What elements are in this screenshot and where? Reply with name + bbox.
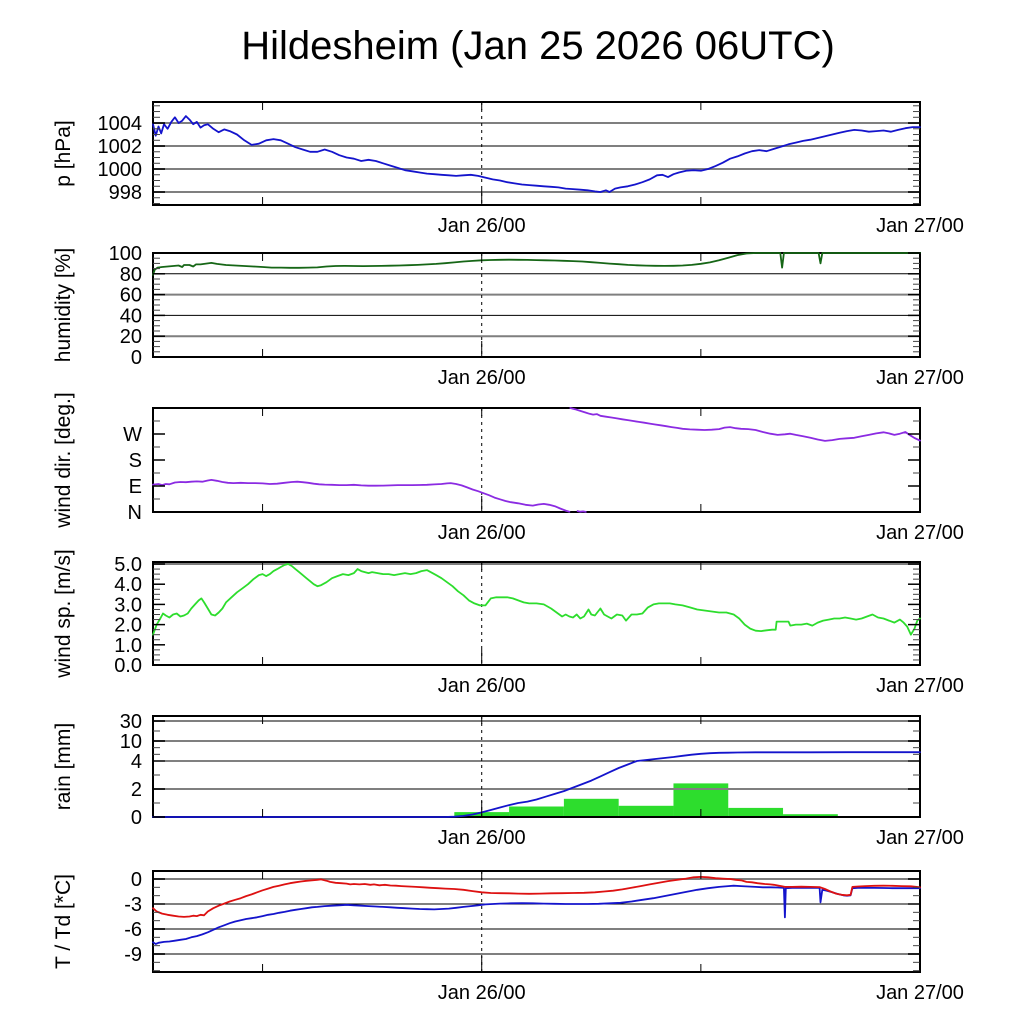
temperature-T-line bbox=[152, 876, 921, 918]
y-axis-title: T / Td [*C] bbox=[52, 874, 75, 969]
y-tick-label: 0 bbox=[131, 807, 142, 829]
y-tick-label: 5.0 bbox=[114, 554, 142, 576]
y-tick-label: 0 bbox=[131, 869, 142, 891]
y-axis-title: humidity [%] bbox=[52, 248, 75, 362]
y-tick-label: 3.0 bbox=[114, 594, 142, 616]
x-tick-label: Jan 27/00 bbox=[876, 675, 964, 697]
y-tick-label: 60 bbox=[120, 285, 142, 307]
y-axis-title: wind dir. [deg.] bbox=[52, 392, 75, 528]
y-tick-label: 80 bbox=[120, 264, 142, 286]
x-tick-label: Jan 27/00 bbox=[876, 827, 964, 849]
humidity-line bbox=[152, 252, 921, 276]
y-tick-label: W bbox=[123, 424, 142, 446]
y-tick-label: 10 bbox=[120, 731, 142, 753]
wind-dir-west-segment-line bbox=[569, 407, 921, 442]
panel-border bbox=[152, 252, 921, 358]
x-tick-label: Jan 26/00 bbox=[438, 522, 526, 544]
x-tick-label: Jan 26/00 bbox=[438, 675, 526, 697]
y-tick-label: -6 bbox=[124, 919, 142, 941]
y-tick-label: S bbox=[129, 450, 142, 472]
x-tick-label: Jan 27/00 bbox=[876, 215, 964, 237]
x-tick-label: Jan 26/00 bbox=[438, 982, 526, 1004]
y-tick-label: -9 bbox=[124, 944, 142, 966]
panel-temperature_dewpoint: 0 -3 -6 -9 Jan 26/00 Jan 27/00 T / Td [*C] bbox=[52, 869, 964, 1004]
x-tick-label: Jan 27/00 bbox=[876, 522, 964, 544]
y-tick-label: 30 bbox=[120, 711, 142, 733]
y-tick-label: 998 bbox=[109, 182, 142, 204]
panel-border bbox=[152, 715, 921, 818]
panel-wind_speed: 0.01.02.03.04.05.0 Jan 26/00 Jan 27/00 wind… bbox=[52, 549, 964, 697]
wind-dir-east-segment-line bbox=[152, 478, 571, 513]
y-tick-label: 4 bbox=[131, 751, 142, 773]
x-tick-label: Jan 27/00 bbox=[876, 367, 964, 389]
x-tick-label: Jan 27/00 bbox=[876, 982, 964, 1004]
y-axis-title: wind sp. [m/s] bbox=[52, 549, 75, 678]
y-axis-title: rain [mm] bbox=[52, 723, 75, 811]
dewpoint-Td-line bbox=[152, 884, 921, 945]
wind-speed-line bbox=[152, 563, 921, 636]
y-tick-label: 100 bbox=[109, 243, 142, 265]
y-tick-label: 1000 bbox=[98, 159, 143, 181]
y-tick-label: 0 bbox=[131, 347, 142, 369]
page-title: Hildesheim (Jan 25 2026 06UTC) bbox=[241, 24, 835, 68]
x-tick-label: Jan 26/00 bbox=[438, 827, 526, 849]
x-tick-label: Jan 26/00 bbox=[438, 215, 526, 237]
panel-border bbox=[152, 870, 921, 973]
rain-accumulated-line bbox=[152, 751, 921, 818]
rain-bar bbox=[783, 814, 838, 817]
rain-bar bbox=[728, 807, 784, 817]
rain-bar bbox=[509, 806, 564, 817]
y-tick-label: 0.0 bbox=[114, 655, 142, 677]
y-tick-label: 2 bbox=[131, 779, 142, 801]
x-tick-label: Jan 26/00 bbox=[438, 367, 526, 389]
panel-border bbox=[152, 101, 921, 206]
y-tick-label: 40 bbox=[120, 305, 142, 327]
wind-dir-north-blip-line bbox=[576, 510, 587, 513]
y-tick-label: 1004 bbox=[98, 113, 143, 135]
y-tick-label: -3 bbox=[124, 894, 142, 916]
y-tick-label: 4.0 bbox=[114, 574, 142, 596]
rain-bar bbox=[563, 798, 619, 817]
y-tick-label: N bbox=[128, 502, 142, 524]
y-tick-label: 1.0 bbox=[114, 635, 142, 657]
y-tick-label: 20 bbox=[120, 326, 142, 348]
y-tick-label: 2.0 bbox=[114, 615, 142, 637]
p-line bbox=[152, 115, 921, 193]
y-tick-label: 1002 bbox=[98, 136, 143, 158]
panel-border bbox=[152, 407, 921, 513]
y-tick-label: E bbox=[129, 476, 142, 498]
panel-border bbox=[152, 561, 921, 666]
rain-bar bbox=[618, 805, 674, 817]
y-axis-title: p [hPa] bbox=[52, 120, 75, 187]
